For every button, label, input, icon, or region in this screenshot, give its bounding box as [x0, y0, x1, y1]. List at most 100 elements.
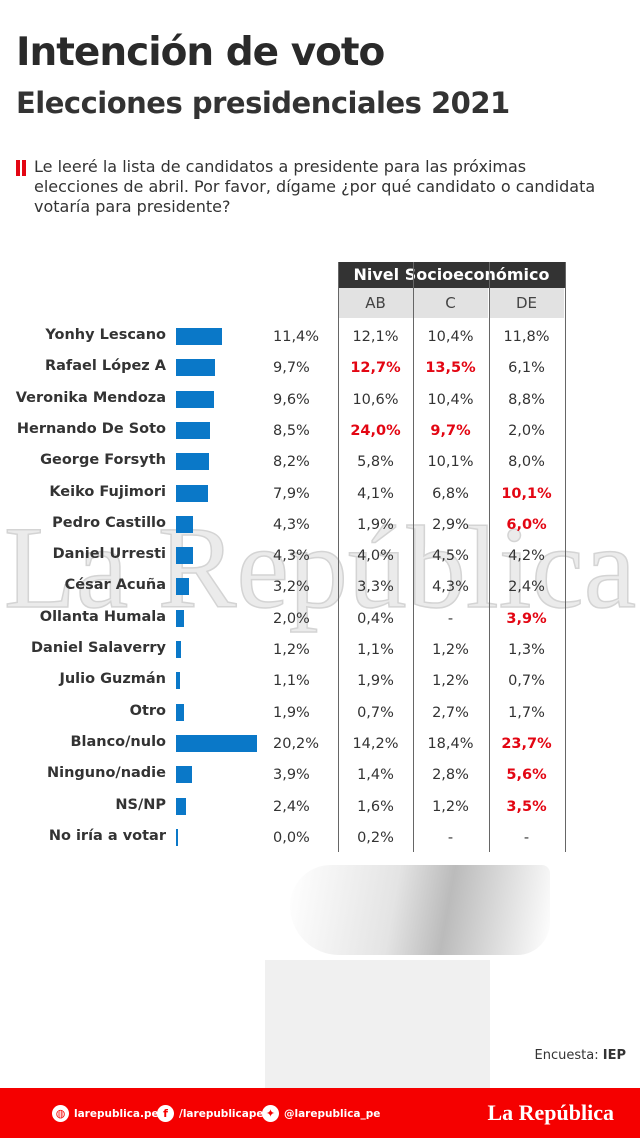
cell-de: 3,5% — [506, 798, 547, 815]
total-value: 8,5% — [273, 422, 310, 439]
cell-c: 1,2% — [432, 673, 469, 690]
twitter-text: @larepublica_pe — [284, 1107, 381, 1120]
table-row: Julio Guzmán 1,1% 1,9% 1,2% 0,7% — [0, 669, 640, 693]
source-label: Encuesta: — [534, 1048, 599, 1063]
cell-ab: 1,1% — [357, 642, 394, 658]
cell-ab: 10,6% — [352, 391, 399, 408]
bar — [176, 547, 194, 565]
twitter-icon: ✦ — [262, 1105, 279, 1122]
candidate-name: Otro — [129, 702, 166, 719]
cell-c: 2,9% — [432, 516, 469, 533]
cell-ab: 12,1% — [352, 329, 399, 345]
watermark: La República — [3, 501, 637, 634]
bar — [176, 421, 210, 439]
twitter-link[interactable]: ✦ @larepublica_pe — [262, 1105, 380, 1122]
bar — [176, 828, 178, 846]
cell-ab: 24,0% — [350, 422, 401, 439]
candidate-name: Ninguno/nadie — [46, 765, 166, 782]
facebook-text: /larepublicape — [179, 1107, 264, 1120]
cell-de: 1,7% — [508, 704, 545, 721]
cell-c: 18,4% — [427, 735, 474, 752]
bar — [176, 672, 181, 690]
column-header-de: DE — [489, 288, 564, 318]
bar — [176, 797, 186, 815]
candidate-name: Ollanta Humala — [39, 608, 166, 625]
bar — [176, 609, 184, 627]
candidate-name: Rafael López A — [44, 358, 166, 375]
cell-de: 6,0% — [506, 516, 547, 533]
page-subtitle: Elecciones presidenciales 2021 — [16, 86, 510, 120]
cell-de: 4,2% — [508, 548, 545, 565]
bar — [176, 578, 189, 596]
cell-c: 10,4% — [427, 329, 474, 345]
website-text: larepublica.pe — [74, 1107, 159, 1120]
cell-c: - — [447, 829, 454, 846]
website-link[interactable]: ◍ larepublica.pe — [52, 1105, 159, 1122]
total-value: 2,0% — [273, 610, 310, 627]
cell-c: 2,8% — [432, 767, 469, 784]
bar — [176, 766, 192, 784]
table-row: Ninguno/nadie 3,9% 1,4% 2,8% 5,6% — [0, 763, 640, 787]
bar — [176, 641, 181, 658]
table-row: Hernando De Soto 8,5% 24,0% 9,7% 2,0% — [0, 419, 640, 443]
cell-ab: 1,6% — [357, 798, 394, 815]
cell-c: 10,4% — [427, 391, 474, 408]
table-row: Veronika Mendoza 9,6% 10,6% 10,4% 8,8% — [0, 388, 640, 412]
total-value: 9,7% — [273, 360, 310, 377]
candidate-name: Veronika Mendoza — [15, 389, 166, 406]
facebook-icon: f — [157, 1105, 174, 1122]
total-value: 1,9% — [273, 704, 310, 721]
cell-c: 9,7% — [430, 422, 471, 439]
quote-bars-icon — [16, 160, 26, 176]
candidate-name: Pedro Castillo — [52, 514, 166, 531]
cell-c: 1,2% — [432, 642, 469, 658]
candidate-name: Daniel Urresti — [52, 546, 166, 563]
page-title: Intención de voto — [16, 30, 385, 75]
bar — [176, 515, 194, 533]
candidate-name: Yonhy Lescano — [45, 327, 166, 343]
cell-c: 1,2% — [432, 798, 469, 815]
cell-de: 8,0% — [508, 454, 545, 471]
total-value: 9,6% — [273, 391, 310, 408]
source-value: IEP — [602, 1048, 626, 1063]
cell-ab: 1,4% — [357, 767, 394, 784]
cell-ab: 0,4% — [357, 610, 394, 627]
candidate-name: César Acuña — [64, 577, 166, 594]
cell-de: 3,9% — [506, 610, 547, 627]
total-value: 7,9% — [273, 485, 310, 502]
cell-de: 10,1% — [501, 485, 552, 502]
table-row: George Forsyth 8,2% 5,8% 10,1% 8,0% — [0, 450, 640, 474]
cell-ab: 14,2% — [352, 735, 399, 752]
divider — [565, 262, 566, 852]
table-row: Ollanta Humala 2,0% 0,4% - 3,9% — [0, 607, 640, 631]
survey-question: Le leeré la lista de candidatos a presid… — [34, 157, 596, 216]
column-header-c: C — [413, 288, 488, 318]
total-value: 11,4% — [273, 329, 320, 345]
facebook-link[interactable]: f/larepublicape — [157, 1105, 263, 1122]
cell-ab: 1,9% — [357, 516, 394, 533]
table-row: NS/NP 2,4% 1,6% 1,2% 3,5% — [0, 795, 640, 819]
table-row: Otro 1,9% 0,7% 2,7% 1,7% — [0, 701, 640, 725]
table-row: Rafael López A 9,7% 12,7% 13,5% 6,1% — [0, 356, 640, 380]
total-value: 4,3% — [273, 548, 310, 565]
bar — [176, 328, 222, 345]
brand-logo: La República — [487, 1100, 614, 1125]
ballot-box-photo — [265, 960, 490, 1088]
total-value: 4,3% — [273, 516, 310, 533]
candidate-name: George Forsyth — [40, 452, 166, 469]
table-row: Blanco/nulo 20,2% 14,2% 18,4% 23,7% — [0, 732, 640, 756]
bar — [176, 453, 209, 471]
cell-ab: 4,1% — [357, 485, 394, 502]
group-header: Nivel Socioeconómico — [338, 262, 565, 288]
divider — [413, 262, 414, 852]
cell-c: 6,8% — [432, 485, 469, 502]
total-value: 3,2% — [273, 579, 310, 596]
cell-de: 1,3% — [508, 642, 545, 658]
candidate-name: Julio Guzmán — [59, 671, 166, 688]
table-row: Pedro Castillo 4,3% 1,9% 2,9% 6,0% — [0, 513, 640, 537]
candidate-name: Blanco/nulo — [70, 733, 166, 750]
column-header-ab: AB — [338, 288, 413, 318]
table-row: Yonhy Lescano 11,4% 12,1% 10,4% 11,8% — [0, 325, 640, 349]
cell-ab: 0,2% — [357, 829, 394, 846]
candidate-name: Keiko Fujimori — [49, 483, 166, 500]
